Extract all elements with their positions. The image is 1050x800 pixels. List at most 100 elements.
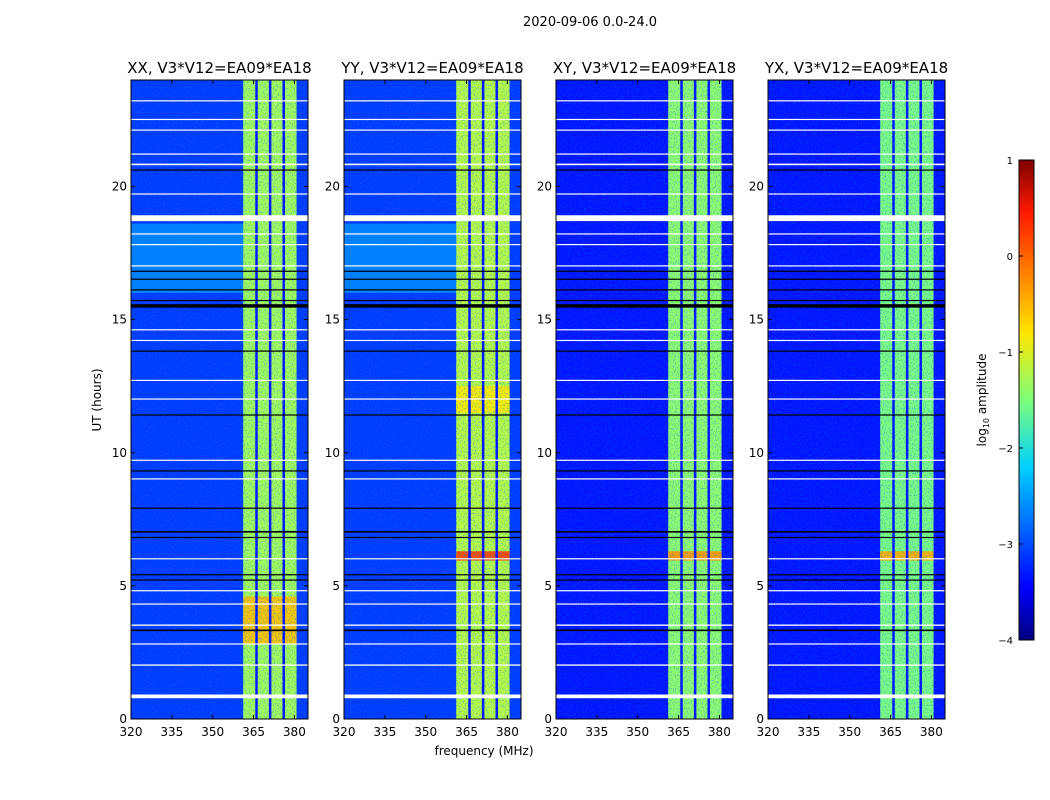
x-tick-label: 380 — [708, 725, 731, 739]
heatmap-dropout-row — [768, 574, 945, 576]
panel-frame — [555, 79, 734, 720]
heatmap-dropout-row — [344, 470, 521, 472]
y-tick-label: 20 — [537, 180, 552, 194]
x-tick-label: 335 — [585, 725, 608, 739]
heatmap-flagged-row — [556, 664, 733, 666]
heatmap-dropout-row — [556, 299, 733, 302]
x-axis-label: frequency (MHz) — [434, 744, 533, 758]
panel-title: YY, V3*V12=EA09*EA18 — [340, 59, 523, 77]
heatmap-dropout-row — [768, 350, 945, 352]
heatmap-dropout-row — [131, 350, 308, 352]
heatmap-flagged-row — [131, 398, 308, 400]
heatmap-flagged-row — [131, 558, 308, 560]
heatmap-flagged-row — [556, 590, 733, 592]
panel-2: XY, V3*V12=EA09*EA18 320 335 350 365 380 0 5 10 1… — [537, 59, 736, 739]
heatmap-dropout-row — [768, 270, 945, 272]
heatmap-flagged-row — [768, 153, 945, 155]
heatmap-flagged-row — [768, 694, 945, 699]
heatmap-dropout-row — [768, 414, 945, 416]
heatmap-dropout-row — [556, 507, 733, 509]
heatmap-dropout-row — [131, 299, 308, 302]
heatmap-flagged-row — [344, 233, 521, 235]
y-tick-label: 15 — [537, 313, 552, 327]
y-tick-label: 15 — [749, 313, 764, 327]
heatmap-flagged-row — [131, 459, 308, 461]
heatmap-flagged-row — [556, 694, 733, 699]
heatmap-dropout-row — [556, 304, 733, 308]
heatmap-flagged-row — [131, 163, 308, 166]
heatmap-flagged-row — [556, 459, 733, 461]
heatmap-dropout-row — [556, 629, 733, 632]
heatmap-dropout-row — [344, 574, 521, 576]
heatmap-flagged-row — [131, 329, 308, 331]
heatmap-dropout-row — [131, 414, 308, 416]
heatmap-flagged-row — [556, 193, 733, 195]
heatmap-dropout-row — [556, 579, 733, 581]
heatmap-flagged-row — [344, 694, 521, 699]
x-tick-label: 380 — [496, 725, 519, 739]
heatmap-dropout-row — [131, 289, 308, 291]
heatmap-flagged-row — [344, 603, 521, 605]
heatmap-dropout-row — [556, 289, 733, 291]
x-tick-label: 320 — [120, 725, 143, 739]
x-tick-label: 365 — [455, 725, 478, 739]
heatmap-dropout-row — [344, 304, 521, 308]
heatmap-dropout-row — [131, 278, 308, 280]
panel-3: YX, V3*V12=EA09*EA18 320 335 350 365 380 0 5 10 1… — [749, 59, 948, 739]
heatmap-dropout-row — [344, 299, 521, 302]
heatmap-flagged-row — [768, 558, 945, 560]
x-tick-label: 320 — [333, 725, 356, 739]
heatmap-flagged-row — [556, 339, 733, 342]
heatmap-flagged-row — [768, 398, 945, 400]
heatmap-dropout-row — [556, 470, 733, 472]
panel-frame — [130, 79, 309, 720]
heatmap-dropout-row — [344, 579, 521, 581]
heatmap-flagged-row — [131, 193, 308, 195]
colorbar-label: log10 amplitude — [975, 354, 991, 447]
heatmap-dropout-row — [131, 470, 308, 472]
colorbar-tick-label: −1 — [998, 348, 1013, 359]
heatmap-dropout-row — [344, 350, 521, 352]
heatmap-flagged-row — [556, 163, 733, 166]
figure-title: 2020-09-06 0.0-24.0 — [523, 15, 657, 30]
heatmap-flagged-row — [768, 643, 945, 645]
y-tick-label: 5 — [119, 579, 127, 593]
heatmap-flagged-row — [131, 215, 308, 222]
heatmap-flagged-row — [344, 459, 521, 461]
x-tick-label: 335 — [797, 725, 820, 739]
heatmap-flagged-row — [131, 118, 308, 121]
heatmap-flagged-row — [131, 694, 308, 699]
heatmap-dropout-row — [131, 536, 308, 539]
heatmap-flagged-row — [344, 643, 521, 645]
heatmap-flagged-row — [768, 244, 945, 246]
colorbar-tick-label: 0 — [1007, 252, 1013, 263]
heatmap-flagged-row — [131, 664, 308, 666]
y-tick-label: 10 — [537, 446, 552, 460]
heatmap-flagged-row — [768, 233, 945, 235]
y-tick-label: 0 — [332, 712, 340, 726]
panel-title: XY, V3*V12=EA09*EA18 — [553, 59, 736, 77]
heatmap-flagged-row — [768, 459, 945, 461]
heatmap-dropout-row — [768, 470, 945, 472]
x-tick-label: 350 — [201, 725, 224, 739]
x-tick-label: 335 — [373, 725, 396, 739]
heatmap-flagged-row — [131, 233, 308, 235]
heatmap-flagged-row — [344, 244, 521, 246]
heatmap-flagged-row — [768, 100, 945, 102]
heatmap-flagged-row — [131, 339, 308, 342]
x-tick-label: 350 — [838, 725, 861, 739]
panel-frame — [767, 79, 946, 720]
heatmap-dropout-row — [344, 629, 521, 632]
heatmap-dropout-row — [556, 169, 733, 171]
y-tick-label: 5 — [544, 579, 552, 593]
y-tick-label: 15 — [112, 313, 127, 327]
heatmap-flagged-row — [768, 478, 945, 480]
heatmap-flagged-row — [131, 100, 308, 102]
heatmap-dropout-row — [768, 629, 945, 632]
heatmap-dropout-row — [768, 536, 945, 539]
heatmap-flagged-row — [344, 100, 521, 102]
panel-0: XX, V3*V12=EA09*EA18 320 335 350 365 380 0 5 10 1… — [112, 59, 312, 739]
heatmap-flagged-row — [344, 398, 521, 400]
heatmap-dropout-row — [768, 531, 945, 533]
heatmap-dropout-row — [556, 350, 733, 352]
